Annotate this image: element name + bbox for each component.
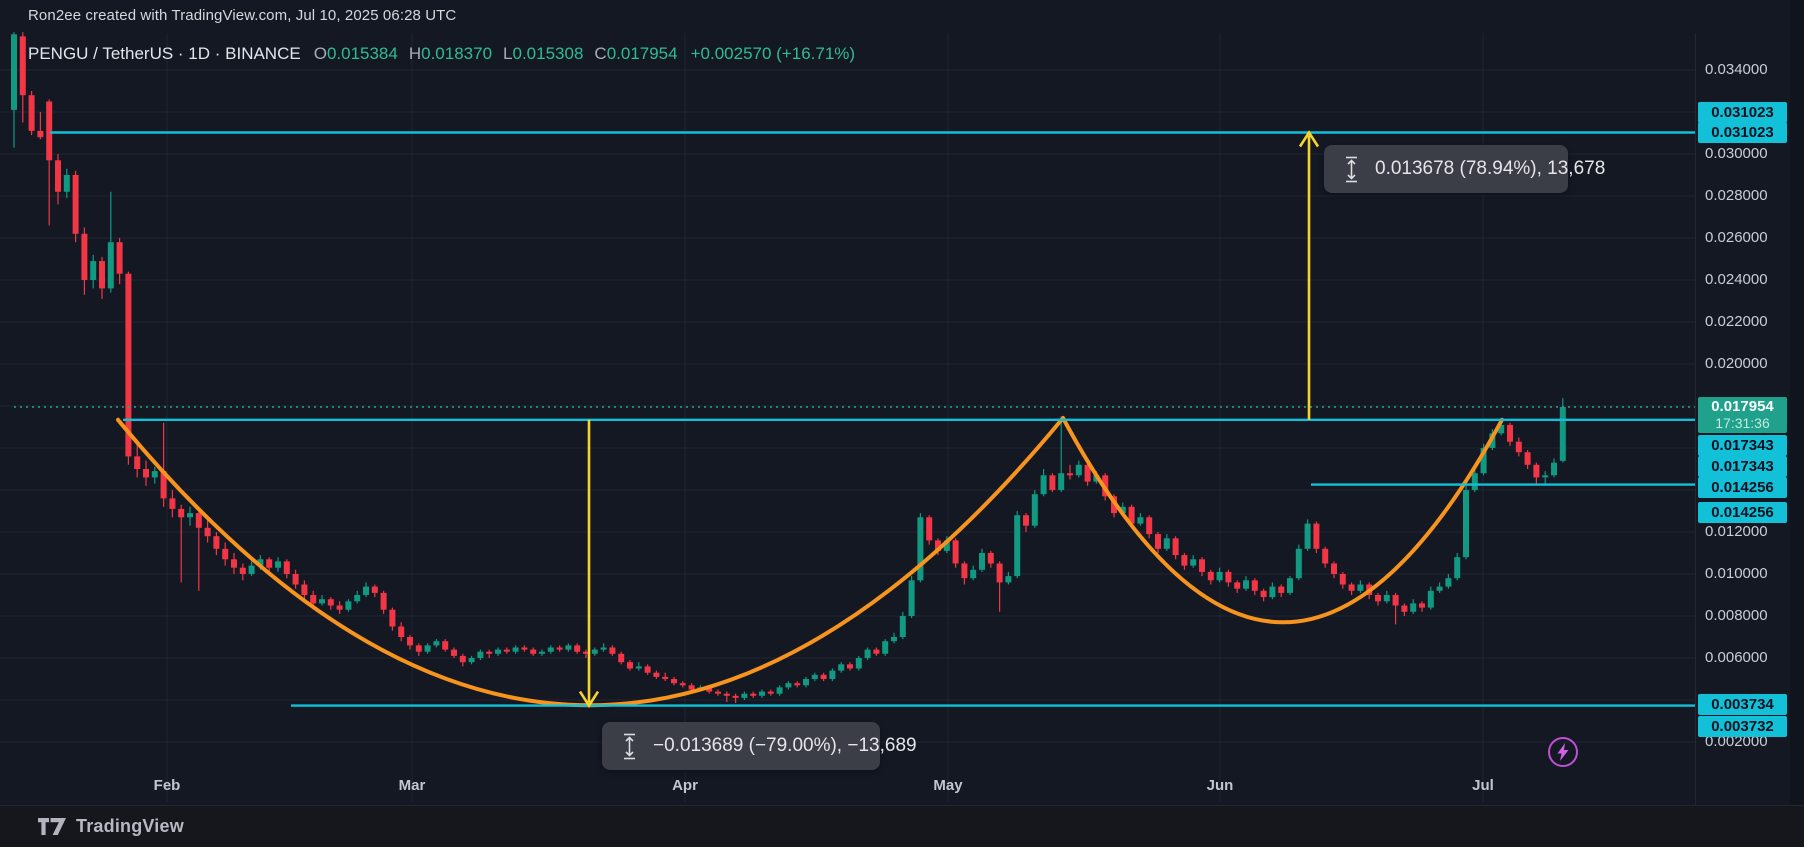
- symbol-title[interactable]: PENGU / TetherUS · 1D · BINANCE: [28, 44, 301, 63]
- current-price-text: 0.017954: [1711, 398, 1774, 415]
- time-axis-month-label: Jun: [1206, 777, 1234, 794]
- cup-and-handle-curves[interactable]: [116, 416, 1504, 708]
- current-price-badge: 0.017954 17:31:36: [1698, 397, 1787, 433]
- lightning-bolt-icon: [1557, 743, 1569, 761]
- level-price-badge: 0.014256: [1698, 476, 1787, 498]
- price-axis-label: 0.022000: [1705, 313, 1768, 330]
- ohlc-label: O: [313, 44, 327, 63]
- price-axis-label: 0.008000: [1705, 607, 1768, 624]
- candlestick-series: [11, 32, 1566, 704]
- price-axis-label: 0.012000: [1705, 523, 1768, 540]
- time-axis-month-label: Feb: [153, 777, 181, 794]
- ohlc-item: L0.015308: [503, 44, 583, 64]
- price-axis-label: 0.034000: [1705, 61, 1768, 78]
- ohlc-label: C: [594, 44, 607, 63]
- support-resistance-lines[interactable]: [50, 131, 1695, 707]
- ohlc-value: 0.015308: [512, 44, 584, 63]
- price-change: +0.002570 (+16.71%): [690, 44, 856, 63]
- ohlc-label: L: [503, 44, 513, 63]
- quick-trade-lightning-button[interactable]: [1548, 737, 1578, 767]
- ohlc-value: 0.017954: [606, 44, 678, 63]
- time-axis-month-label: May: [933, 777, 963, 794]
- ohlc-value: 0.015384: [326, 44, 398, 63]
- time-axis-month-label: Mar: [398, 777, 426, 794]
- gridlines: [0, 33, 1695, 802]
- price-axis-label: 0.010000: [1705, 565, 1768, 582]
- price-axis-label: 0.006000: [1705, 649, 1768, 666]
- price-axis-label: 0.020000: [1705, 355, 1768, 372]
- price-axis-label: 0.002000: [1705, 733, 1768, 750]
- time-axis-month-label: Apr: [672, 777, 698, 794]
- measurement-label-up[interactable]: 0.013678 (78.94%), 13,678: [1324, 145, 1605, 193]
- measurement-text-down: −0.013689 (−79.00%), −13,689: [653, 735, 917, 756]
- price-axis-label: 0.028000: [1705, 187, 1768, 204]
- measurement-text-up: 0.013678 (78.94%), 13,678: [1375, 158, 1606, 179]
- bar-countdown: 17:31:36: [1715, 415, 1770, 431]
- level-price-badge: 0.017343: [1698, 434, 1787, 456]
- ohlc-item: O0.015384: [314, 44, 398, 64]
- level-price-badge: 0.031023: [1698, 101, 1787, 123]
- price-axis-separator: [1695, 33, 1696, 805]
- ohlc-item: H0.018370: [409, 44, 492, 64]
- level-price-badge: 0.017343: [1698, 455, 1787, 477]
- tradingview-brand-text[interactable]: TradingView: [76, 816, 184, 836]
- level-price-badge: 0.031023: [1698, 121, 1787, 143]
- price-axis-label: 0.024000: [1705, 271, 1768, 288]
- level-price-badge: 0.003734: [1698, 693, 1787, 715]
- level-price-badge: 0.014256: [1698, 501, 1787, 523]
- attribution-text: Ron2ee created with TradingView.com, Jul…: [28, 7, 457, 24]
- ohlc-value: 0.018370: [421, 44, 493, 63]
- level-price-badge: 0.003732: [1698, 715, 1787, 737]
- price-range-icon: [1346, 156, 1357, 182]
- ohlc-label: H: [408, 44, 422, 63]
- footer-bar: TradingView: [0, 805, 1804, 847]
- right-edge-shade: [1790, 0, 1804, 805]
- measurement-arrows[interactable]: [578, 130, 1320, 709]
- tradingview-logo-icon: [38, 818, 66, 835]
- price-axis-label: 0.026000: [1705, 229, 1768, 246]
- ohlc-item: C0.017954: [594, 44, 677, 64]
- ohlc-values: O0.015384 H0.018370 L0.015308 C0.017954: [314, 44, 678, 64]
- time-axis-month-label: Jul: [1472, 777, 1494, 794]
- measurement-label-down[interactable]: −0.013689 (−79.00%), −13,689: [602, 722, 917, 770]
- symbol-ohlc-row: PENGU / TetherUS · 1D · BINANCE O0.01538…: [28, 44, 855, 64]
- price-axis-label: 0.030000: [1705, 145, 1768, 162]
- price-range-icon: [624, 733, 635, 759]
